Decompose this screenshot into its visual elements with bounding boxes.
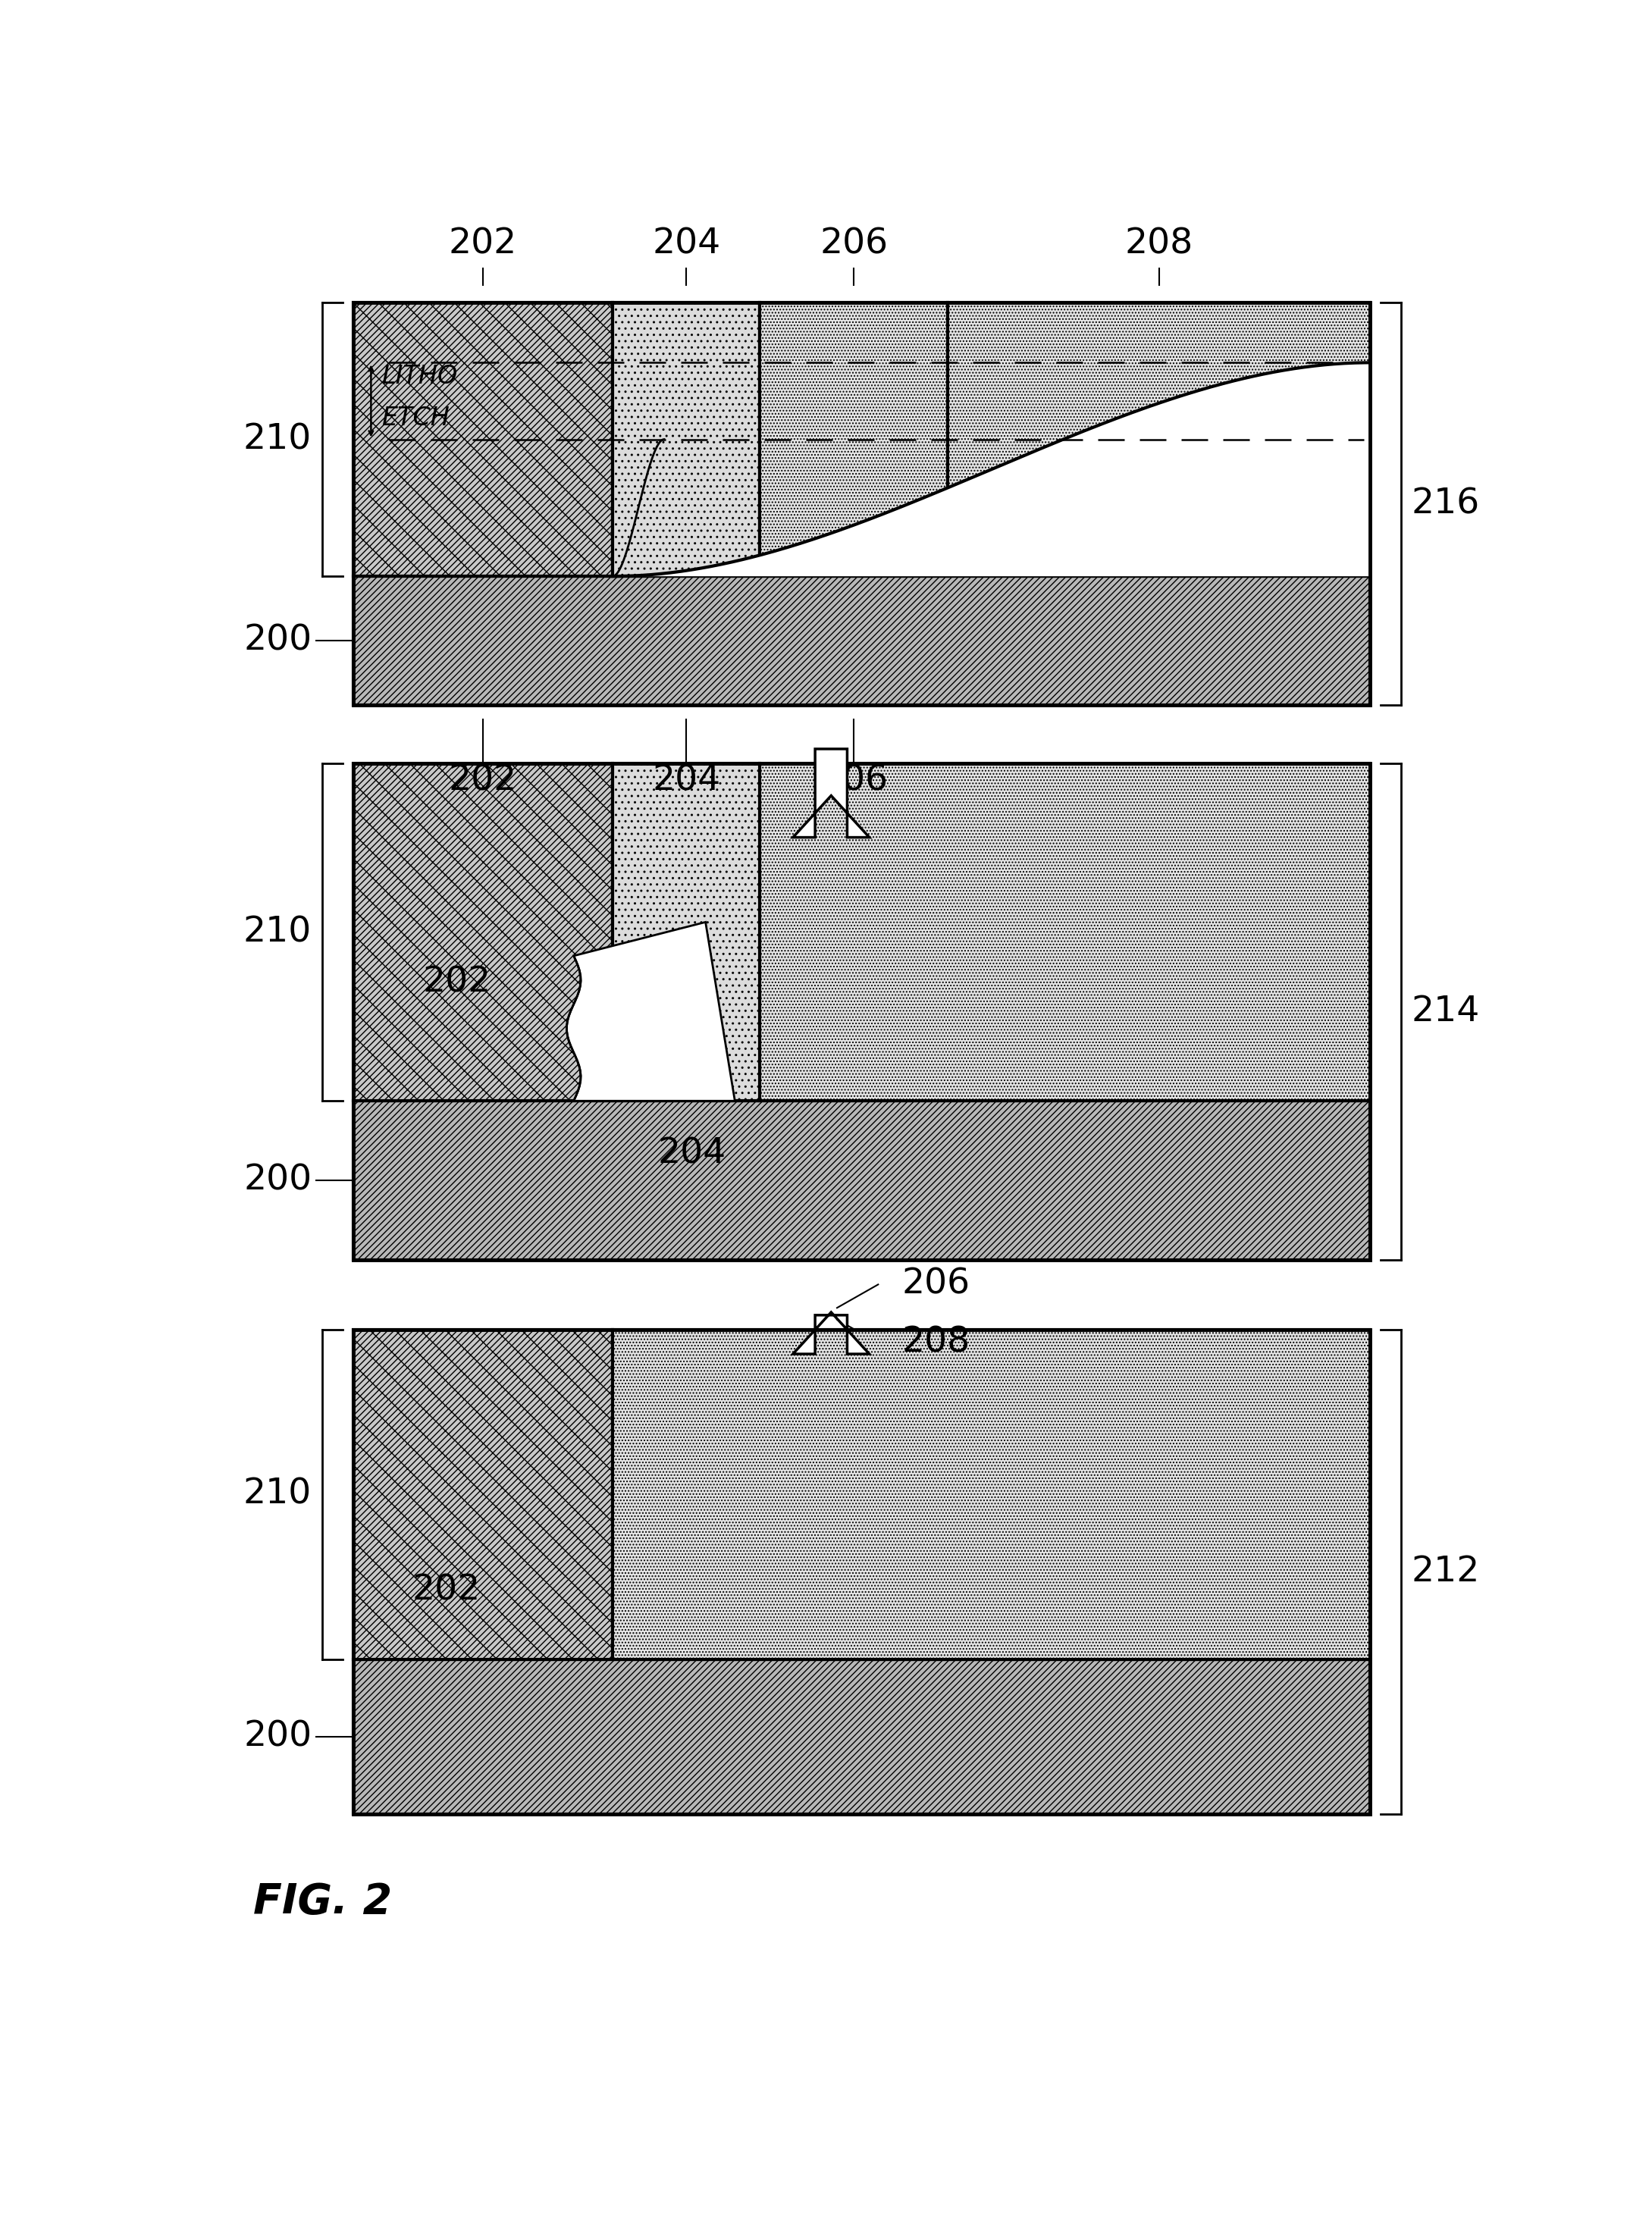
Text: 206: 206 [819, 764, 889, 798]
Bar [760, 303, 948, 577]
Text: 210: 210 [243, 916, 312, 949]
Polygon shape [567, 922, 735, 1101]
Text: 210: 210 [243, 1477, 312, 1511]
Bar [354, 303, 1370, 704]
Polygon shape [793, 749, 869, 838]
Text: ETCH: ETCH [382, 405, 449, 430]
Bar [354, 303, 613, 577]
Text: 208: 208 [1125, 227, 1193, 261]
Bar [760, 764, 1370, 1101]
Bar [354, 577, 1370, 704]
Bar [613, 1330, 1370, 1660]
Bar [354, 764, 613, 1101]
Polygon shape [793, 1312, 869, 1355]
Text: 212: 212 [1411, 1555, 1480, 1589]
Text: 202: 202 [449, 227, 517, 261]
Text: 214: 214 [1411, 994, 1480, 1029]
Bar [613, 764, 760, 1101]
Text: 204: 204 [657, 1136, 727, 1170]
Bar [354, 1330, 1370, 1814]
Text: 204: 204 [653, 764, 720, 798]
Text: 204: 204 [653, 227, 720, 261]
Text: 202: 202 [423, 965, 491, 1000]
Bar [948, 303, 1370, 577]
Bar [354, 1660, 1370, 1814]
Text: 208: 208 [902, 1326, 970, 1359]
Text: 200: 200 [244, 1720, 312, 1753]
Text: 202: 202 [449, 764, 517, 798]
Text: 202: 202 [413, 1573, 481, 1609]
Text: FIG. 2: FIG. 2 [253, 1880, 392, 1923]
Text: 210: 210 [243, 423, 312, 457]
Bar [354, 1101, 1370, 1259]
Polygon shape [613, 363, 1370, 577]
Text: 216: 216 [1411, 486, 1480, 521]
Text: 206: 206 [902, 1268, 970, 1301]
Text: LITHO: LITHO [382, 363, 458, 390]
Text: 206: 206 [819, 227, 889, 261]
Bar [354, 1330, 613, 1660]
Text: 200: 200 [244, 1163, 312, 1196]
Bar [613, 303, 760, 577]
Bar [354, 764, 1370, 1259]
Text: 200: 200 [244, 624, 312, 657]
